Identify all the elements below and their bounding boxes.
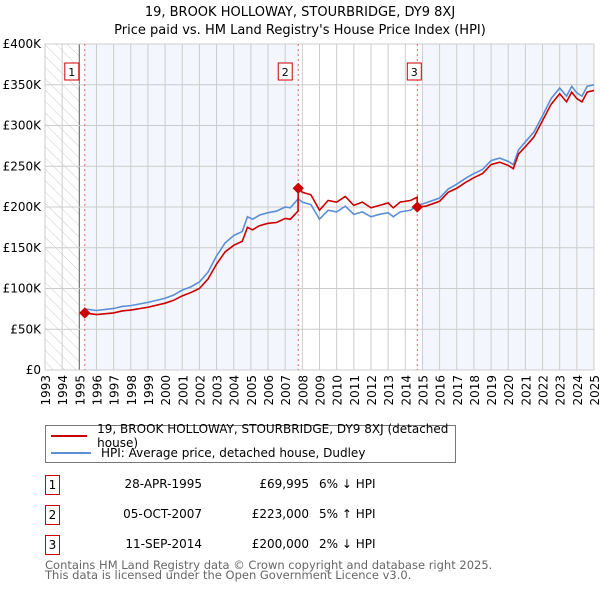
x-tick-label: 2011 xyxy=(348,375,362,406)
x-tick-label: 1999 xyxy=(142,375,156,406)
y-tick-label: £250K xyxy=(3,159,43,173)
y-tick-label: £350K xyxy=(3,78,43,92)
price-chart: 19, BROOK HOLLOWAY, STOURBRIDGE, DY9 8XJ… xyxy=(3,5,600,406)
sale-price: £200,000 xyxy=(251,537,309,551)
footer: Contains HM Land Registry data © Crown c… xyxy=(45,558,493,582)
legend-line-blue xyxy=(51,452,91,454)
chart-subtitle: Price paid vs. HM Land Registry's House … xyxy=(114,23,486,38)
x-tick-label: 2006 xyxy=(262,375,276,406)
x-tick-label: 2010 xyxy=(331,375,345,406)
x-tick-label: 1995 xyxy=(73,375,87,406)
x-tick-label: 1994 xyxy=(56,375,70,406)
x-tick-label: 2014 xyxy=(399,375,413,406)
chart-title: 19, BROOK HOLLOWAY, STOURBRIDGE, DY9 8XJ xyxy=(145,5,455,20)
x-tick-label: 2009 xyxy=(314,375,328,406)
sale-label: 2 xyxy=(282,66,289,79)
x-tick-label: 2012 xyxy=(365,375,379,406)
sale-date: 28-APR-1995 xyxy=(124,477,202,491)
footer-line: This data is licensed under the Open Gov… xyxy=(45,568,412,582)
sale-label-box xyxy=(406,62,422,81)
y-tick-label: £400K xyxy=(3,37,43,51)
sale-label: 3 xyxy=(411,66,418,79)
y-tick-label: £150K xyxy=(3,241,43,255)
sale-point-marker xyxy=(411,201,423,213)
x-tick-label: 2021 xyxy=(519,375,533,406)
legend-item-property: 19, BROOK HOLLOWAY, STOURBRIDGE, DY9 8XJ… xyxy=(46,422,455,450)
x-tick-label: 2013 xyxy=(382,375,396,406)
y-tick-label: £200K xyxy=(3,200,43,214)
x-tick-label: 2024 xyxy=(571,375,585,406)
hpi-diff: 5% ↑ HPI xyxy=(319,507,376,521)
y-tick-label: £300K xyxy=(3,119,43,133)
x-tick-label: 2004 xyxy=(228,375,242,406)
x-tick-label: 2025 xyxy=(588,375,600,406)
x-tick-label: 2002 xyxy=(193,375,207,406)
x-tick-label: 2008 xyxy=(296,375,310,406)
sale-date: 05-OCT-2007 xyxy=(123,507,202,521)
x-tick-label: 2020 xyxy=(502,375,516,406)
y-tick-label: £50K xyxy=(10,322,42,336)
sale-label-box xyxy=(64,62,80,81)
sale-label-box xyxy=(277,62,293,81)
hpi-diff: 6% ↓ HPI xyxy=(319,477,376,491)
legend-item-hpi: HPI: Average price, detached house, Dudl… xyxy=(46,445,365,461)
x-tick-label: 2000 xyxy=(159,375,173,406)
marker-badge: 1 xyxy=(45,475,60,495)
x-tick-label: 2001 xyxy=(176,375,190,406)
x-tick-label: 2019 xyxy=(485,375,499,406)
footer-line: Contains HM Land Registry data © Crown c… xyxy=(45,558,493,572)
y-tick-label: £0 xyxy=(26,363,41,377)
x-tick-label: 2022 xyxy=(537,375,551,406)
x-tick-label: 1998 xyxy=(125,375,139,406)
transaction-row: 3 11-SEP-2014 £200,000 2% ↓ HPI xyxy=(45,535,465,555)
transaction-row: 2 05-OCT-2007 £223,000 5% ↑ HPI xyxy=(45,505,465,525)
sale-label: 1 xyxy=(68,66,75,79)
hpi-diff: 2% ↓ HPI xyxy=(319,537,376,551)
x-tick-label: 2003 xyxy=(211,375,225,406)
sale-date: 11-SEP-2014 xyxy=(125,537,202,551)
sale-price: £69,995 xyxy=(259,477,309,491)
plot-border xyxy=(44,43,595,371)
x-tick-label: 2023 xyxy=(554,375,568,406)
hpi-line xyxy=(84,83,595,312)
x-tick-label: 2016 xyxy=(434,375,448,406)
marker-badge: 3 xyxy=(45,535,60,555)
marker-badge: 2 xyxy=(45,505,60,525)
x-tick-label: 2007 xyxy=(279,375,293,406)
legend-line-red xyxy=(51,435,88,437)
x-tick-label: 1993 xyxy=(39,375,53,406)
x-tick-label: 2017 xyxy=(451,375,465,406)
x-tick-label: 2015 xyxy=(416,375,430,406)
legend-label: HPI: Average price, detached house, Dudl… xyxy=(101,446,366,460)
sale-point-marker xyxy=(292,182,304,194)
x-tick-label: 2018 xyxy=(468,375,482,406)
x-tick-label: 2005 xyxy=(245,375,259,406)
price-paid-line xyxy=(84,89,595,316)
legend-label: 19, BROOK HOLLOWAY, STOURBRIDGE, DY9 8XJ… xyxy=(97,422,449,450)
y-tick-label: £100K xyxy=(3,282,43,296)
legend: 19, BROOK HOLLOWAY, STOURBRIDGE, DY9 8XJ… xyxy=(45,422,456,463)
x-tick-label: 1997 xyxy=(108,375,122,406)
sale-price: £223,000 xyxy=(251,507,309,521)
x-tick-label: 1996 xyxy=(90,375,104,406)
transaction-row: 1 28-APR-1995 £69,995 6% ↓ HPI xyxy=(45,475,465,495)
